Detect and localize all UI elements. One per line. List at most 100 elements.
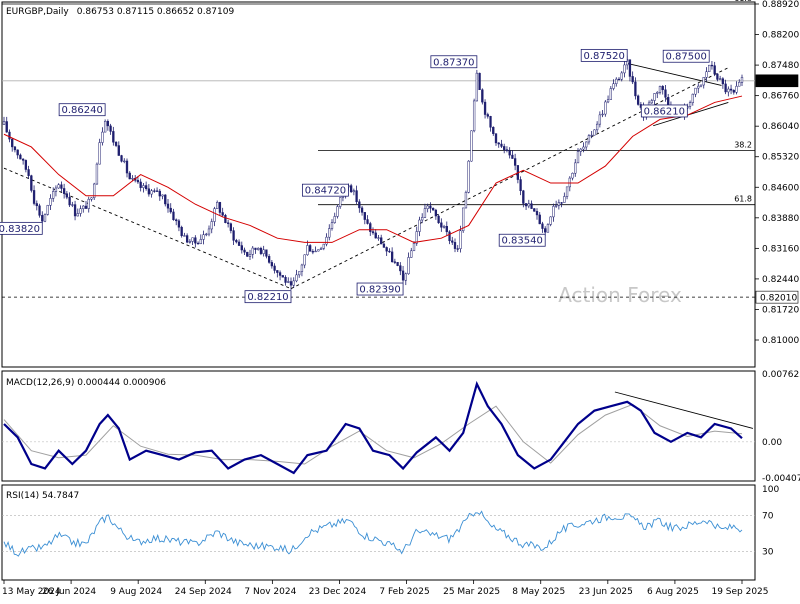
candle-body <box>494 133 498 144</box>
candle-body <box>705 71 708 78</box>
axis-price-tag <box>755 74 799 88</box>
candle-body <box>98 142 101 165</box>
candle-body <box>710 64 714 67</box>
candle-body <box>82 205 85 209</box>
trendline-0 <box>3 167 292 290</box>
price-label-text: 0.83540 <box>502 236 543 247</box>
candle-body <box>434 209 438 217</box>
candle-body <box>300 264 304 272</box>
macd-trendline <box>614 391 754 429</box>
candle-body <box>595 123 599 131</box>
candle-body <box>158 190 161 197</box>
candle-body <box>486 114 489 117</box>
time-axis-label: 7 Nov 2024 <box>244 587 296 597</box>
candle-body <box>237 241 241 246</box>
candle-body <box>188 241 192 243</box>
candle-body <box>339 197 342 207</box>
candle-body <box>699 84 703 87</box>
candle-body <box>248 254 252 257</box>
candle-body <box>360 207 364 213</box>
price-axis-label: 0.87480 <box>762 61 799 71</box>
candle-body <box>708 64 711 73</box>
candle-body <box>216 202 219 209</box>
price-label-text: 0.82210 <box>247 292 288 303</box>
candle-body <box>481 89 484 103</box>
candle-body <box>549 216 552 225</box>
candle-body <box>612 83 615 89</box>
candle-body <box>93 183 96 199</box>
rsi-axis-label: 100 <box>762 485 779 495</box>
candle-body <box>472 100 476 132</box>
candle-body <box>380 237 383 245</box>
candle-body <box>106 120 110 127</box>
candle-body <box>390 251 394 263</box>
fib-level-label: 61.8 <box>734 195 752 204</box>
candle-body <box>205 233 208 236</box>
trendline-1 <box>290 67 729 290</box>
candle-body <box>281 275 284 278</box>
candle-body <box>377 237 380 239</box>
candle-body <box>46 205 49 215</box>
candle-body <box>325 236 328 245</box>
candle-body <box>11 138 14 148</box>
candle-body <box>139 181 142 188</box>
candle-body <box>661 86 664 91</box>
candle-body <box>284 276 287 283</box>
ohlc-label: 0.86753 0.87115 0.86652 0.87109 <box>77 7 235 17</box>
candle-body <box>276 270 279 273</box>
candle-body <box>142 185 145 188</box>
candle-body <box>440 222 443 228</box>
candle-body <box>478 72 481 91</box>
candle-body <box>421 217 424 221</box>
candle-body <box>16 149 19 156</box>
candle-body <box>585 141 588 148</box>
candle-body <box>90 197 93 200</box>
candle-body <box>560 202 563 204</box>
candle-body <box>511 154 514 159</box>
candle-body <box>52 191 55 199</box>
candle-body <box>125 160 129 174</box>
candle-body <box>73 204 77 217</box>
candle-body <box>667 97 670 106</box>
candle-body <box>172 211 175 221</box>
price-axis-label: 0.88920 <box>762 0 799 10</box>
candle-body <box>415 231 418 244</box>
price-axis-label: 0.88200 <box>762 31 799 41</box>
candle-body <box>587 135 591 143</box>
fib-level-label: 38.2 <box>734 140 752 149</box>
candle-body <box>355 190 358 203</box>
candle-body <box>87 198 90 209</box>
candle-body <box>120 155 123 162</box>
candle-body <box>727 88 730 93</box>
candle-body <box>713 65 716 75</box>
rsi-axis-label: 70 <box>762 512 774 522</box>
candle-body <box>557 202 561 206</box>
candle-body <box>278 272 282 276</box>
candle-body <box>131 177 134 180</box>
candle-body <box>311 251 315 253</box>
candle-body <box>489 116 492 128</box>
swing-price-labels: 0.86240 0.83820 0.82210 0.84720 0.82390 0.873… <box>0 48 710 303</box>
candle-body <box>322 243 325 249</box>
candle-body <box>653 93 656 101</box>
candle-body <box>601 113 604 116</box>
candle-body <box>229 223 233 231</box>
candle-body <box>541 223 544 229</box>
candle-body <box>303 254 306 266</box>
candle-body <box>371 231 375 234</box>
candle-body <box>292 280 295 286</box>
candle-body <box>623 64 626 74</box>
candle-body <box>546 224 550 233</box>
candle-body <box>718 78 722 80</box>
axis-price-tag-text: 0.82010 <box>760 294 797 304</box>
candle-body <box>503 146 506 150</box>
symbol-label: EURGBP,Daily <box>6 7 69 17</box>
price-axis-label: 0.82440 <box>762 275 799 285</box>
candle-body <box>410 250 413 258</box>
candle-body <box>563 196 566 203</box>
candle-body <box>13 146 17 151</box>
candle-body <box>724 83 727 93</box>
candle-body <box>729 88 733 91</box>
candle-body <box>226 222 230 224</box>
candle-body <box>114 141 118 146</box>
